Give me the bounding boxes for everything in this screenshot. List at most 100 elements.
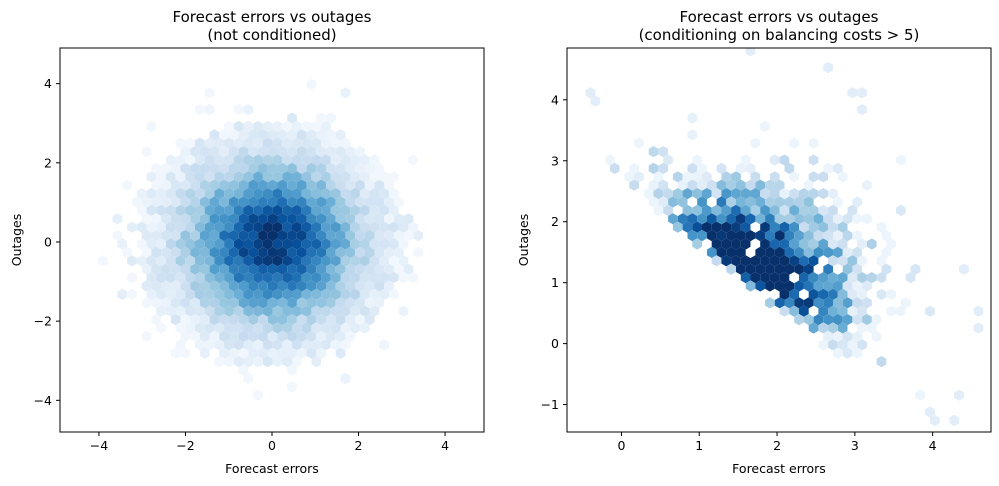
hexbin-cell [862, 297, 872, 309]
hexbin-cell [896, 305, 906, 317]
hexbin-cell [326, 162, 336, 174]
hexbin-cell [765, 280, 775, 292]
hexbin-cell [262, 221, 273, 233]
hexbin-cell [857, 87, 867, 99]
hexbin-cell [243, 188, 254, 200]
hexbin-cell [876, 272, 887, 284]
hexbin-cell [175, 221, 186, 233]
hexbin-cell [262, 120, 273, 132]
hexbin-cell [301, 120, 312, 132]
hexbin-cell [262, 137, 273, 149]
hexbin-cell [823, 280, 833, 292]
hexbin-cell [316, 280, 326, 292]
hexbin-cell [238, 129, 249, 141]
hexbin-cell [672, 188, 683, 200]
hexbin-cell [161, 196, 171, 208]
hexbin-cell [794, 213, 804, 225]
hexbin-cell [296, 263, 307, 275]
hexbin-cell [287, 162, 297, 174]
hexbin-cell [818, 188, 829, 200]
hexbin-cell [784, 246, 795, 258]
hexbin-cell [321, 255, 331, 267]
hexbin-cell [219, 330, 229, 342]
hexbin-cell [180, 297, 191, 309]
hexbin-cell [335, 213, 346, 225]
hexbin-cell [122, 179, 132, 191]
hexbin-cell [828, 305, 838, 317]
hexbin-cell [677, 213, 688, 225]
hexbin-cell [287, 196, 297, 208]
hexbin-cell [214, 255, 225, 267]
hexbin-cell [229, 330, 239, 342]
hexbin-cell [233, 322, 244, 334]
hexbin-cell [136, 188, 147, 200]
hexbin-cell [238, 263, 249, 275]
hexbin-cell [233, 188, 244, 200]
hexbin-cell [833, 330, 843, 342]
hexbin-cell [243, 104, 254, 116]
hexbin-cell [180, 230, 191, 242]
hexbin-cell [769, 238, 780, 250]
hexbin-cell [711, 188, 722, 200]
hexbin-cell [282, 339, 292, 351]
hexbin-cell [326, 314, 336, 326]
hexbin-cell [330, 204, 341, 216]
hexbin-cell [784, 280, 795, 292]
hexbin-cell [413, 230, 423, 242]
hexbin-cell [170, 347, 181, 359]
hexbin-cell [740, 204, 751, 216]
hexbin-cell [267, 196, 278, 208]
hexbin-cell [272, 322, 283, 334]
hexbin-cell [311, 272, 322, 284]
hexbin-cell [175, 154, 186, 166]
hexbin-cell [740, 255, 751, 267]
hexbin-cell [306, 330, 317, 342]
hexbin-cell [687, 129, 698, 141]
hexbin-cell [799, 204, 809, 216]
hexbin-cell [745, 263, 756, 275]
hexbin-cell [794, 280, 804, 292]
hexbin-cell [335, 179, 346, 191]
left-xlabel: Forecast errors [225, 461, 319, 476]
hexbin-cell [180, 196, 191, 208]
hexbin-cell [949, 414, 960, 426]
hexbin-cell [789, 238, 799, 250]
hexbin-cell [852, 314, 863, 326]
hexbin-cell [750, 272, 761, 284]
hexbin-cell [687, 230, 698, 242]
hexbin-cell [726, 179, 736, 191]
hexbin-cell [842, 213, 853, 225]
hexbin-cell [267, 129, 278, 141]
hexbin-cell [195, 221, 205, 233]
hexbin-cell [204, 104, 215, 116]
hexbin-cell [199, 146, 210, 158]
hexbin-cell [253, 322, 263, 334]
hexbin-cell [272, 305, 283, 317]
hexbin-cell [190, 230, 200, 242]
hexbin-cell [301, 221, 312, 233]
hexbin-cell [682, 171, 693, 183]
hexbin-cell [292, 272, 302, 284]
hexbin-cell [165, 154, 176, 166]
hexbin-cell [306, 196, 317, 208]
hexbin-cell [716, 162, 727, 174]
hexbin-cell [321, 322, 331, 334]
hexbin-cell [190, 179, 200, 191]
hexbin-cell [296, 297, 307, 309]
hexbin-cell [316, 179, 326, 191]
hexbin-cell [359, 221, 370, 233]
hexbin-cell [146, 221, 157, 233]
hexbin-cell [287, 347, 297, 359]
hexbin-cell [857, 238, 867, 250]
hexbin-cell [277, 347, 288, 359]
right-axes-frame [566, 47, 992, 433]
hexbin-cell [296, 146, 307, 158]
hexbin-cell [745, 48, 756, 57]
hexbin-cell [238, 347, 249, 359]
hexbin-cell [755, 280, 766, 292]
hexbin-cell [136, 238, 147, 250]
hexbin-cell [808, 221, 819, 233]
hexbin-cell [209, 196, 220, 208]
hexbin-cell [272, 272, 283, 284]
hexbin-cell [214, 238, 225, 250]
